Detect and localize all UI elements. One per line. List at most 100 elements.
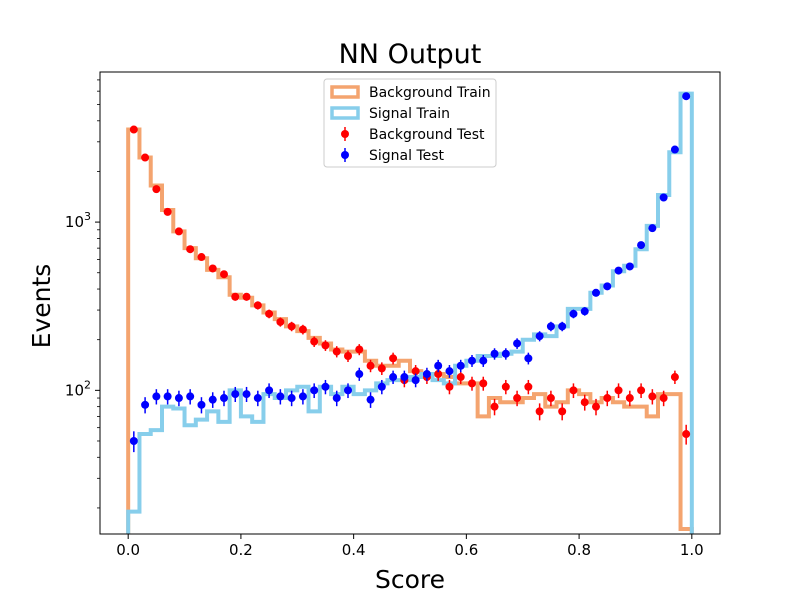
- background-test-point: [501, 379, 510, 395]
- background-test-point: [479, 376, 488, 391]
- data-marker: [479, 379, 488, 388]
- signal-test-point: [208, 392, 217, 408]
- x-tick: 0.4: [342, 534, 366, 559]
- background-test-point: [231, 292, 240, 301]
- background-test-point: [546, 390, 555, 407]
- background-test-point: [377, 362, 386, 375]
- y-tick: 103: [65, 210, 100, 231]
- signal-test-point: [490, 348, 499, 360]
- data-marker: [163, 207, 172, 216]
- data-marker: [344, 386, 352, 395]
- data-marker: [592, 402, 600, 411]
- background-test-point: [129, 125, 138, 134]
- x-tick-label: 0.0: [116, 541, 140, 559]
- background-train-series: [126, 127, 694, 534]
- signal-test-point: [501, 348, 510, 360]
- x-tick: 1.0: [680, 534, 704, 559]
- background-test-point: [186, 245, 195, 254]
- data-marker: [377, 364, 386, 373]
- background-test-point: [355, 344, 364, 356]
- background-test-point: [141, 153, 150, 162]
- background-test-point: [535, 403, 544, 421]
- data-marker: [558, 322, 567, 331]
- data-marker: [648, 224, 657, 233]
- signal-test-point: [659, 193, 668, 202]
- background-test-point: [208, 264, 217, 273]
- signal-test-point: [197, 397, 206, 414]
- data-marker: [287, 322, 296, 331]
- signal-test-point: [434, 359, 443, 373]
- signal-test-point: [129, 431, 138, 453]
- background-test-point: [220, 270, 228, 279]
- data-marker: [332, 347, 341, 356]
- data-marker: [535, 407, 544, 416]
- signal-test-point: [174, 390, 183, 407]
- data-marker: [490, 402, 499, 411]
- signal-test-point: [592, 288, 600, 297]
- data-marker: [389, 373, 398, 382]
- data-marker: [231, 292, 240, 301]
- x-tick: 0.0: [116, 534, 140, 559]
- data-marker: [321, 382, 330, 391]
- data-marker: [592, 288, 600, 297]
- signal-test-point: [163, 389, 172, 405]
- signal-test-point: [389, 370, 398, 385]
- data-marker: [513, 339, 522, 348]
- background-test-point: [174, 227, 183, 236]
- background-test-point: [310, 336, 319, 347]
- x-tick-label: 0.4: [342, 541, 366, 559]
- data-marker: [479, 356, 488, 365]
- data-marker: [456, 361, 465, 370]
- background-test-point: [614, 383, 623, 399]
- background-test-point: [298, 324, 307, 335]
- background-test-point: [524, 379, 533, 395]
- x-tick: 0.2: [229, 534, 253, 559]
- background-test-point: [276, 317, 285, 327]
- background-test-point: [152, 185, 161, 194]
- signal-test-point: [321, 379, 330, 395]
- signal-train-series: [126, 91, 694, 534]
- data-marker: [389, 354, 398, 363]
- data-marker: [298, 325, 307, 334]
- signal-test-point: [276, 389, 285, 405]
- signal-test-point: [220, 390, 228, 407]
- signal-test-point: [141, 397, 150, 414]
- data-marker: [422, 370, 431, 379]
- signal-test-point: [637, 241, 646, 250]
- data-marker: [659, 394, 668, 403]
- data-marker: [208, 264, 217, 273]
- signal-test-point: [648, 224, 657, 233]
- data-marker: [197, 253, 206, 262]
- legend-label: Background Train: [369, 85, 491, 101]
- data-marker: [434, 370, 443, 379]
- x-tick-label: 0.2: [229, 541, 253, 559]
- background-test-point: [659, 390, 668, 407]
- data-marker: [603, 394, 612, 403]
- data-marker: [321, 341, 330, 350]
- data-marker: [242, 390, 251, 399]
- background-test-point: [456, 370, 465, 385]
- data-marker: [287, 394, 296, 403]
- legend-item-signal-train: Signal Train: [330, 106, 450, 122]
- legend-swatch: [330, 85, 360, 99]
- data-marker: [445, 382, 454, 391]
- signal-test-point: [231, 386, 240, 402]
- x-axis-ticks: 0.0 0.2 0.4 0.6 0.8 1.0: [116, 534, 704, 559]
- data-marker: [163, 392, 172, 401]
- data-marker: [501, 349, 510, 358]
- background-test-point: [648, 389, 657, 405]
- data-marker: [468, 379, 476, 388]
- background-test-point: [682, 424, 691, 445]
- signal-train-step: [126, 91, 694, 534]
- data-marker: [366, 361, 375, 370]
- data-marker: [231, 390, 240, 399]
- data-marker: [400, 373, 409, 382]
- background-test-point: [242, 292, 251, 301]
- y-tick-label: 103: [65, 210, 91, 231]
- legend-item-background-train: Background Train: [330, 85, 491, 101]
- data-marker: [524, 382, 533, 391]
- signal-test-point: [456, 359, 465, 373]
- y-axis-label: Events: [27, 264, 56, 349]
- data-marker: [377, 382, 386, 391]
